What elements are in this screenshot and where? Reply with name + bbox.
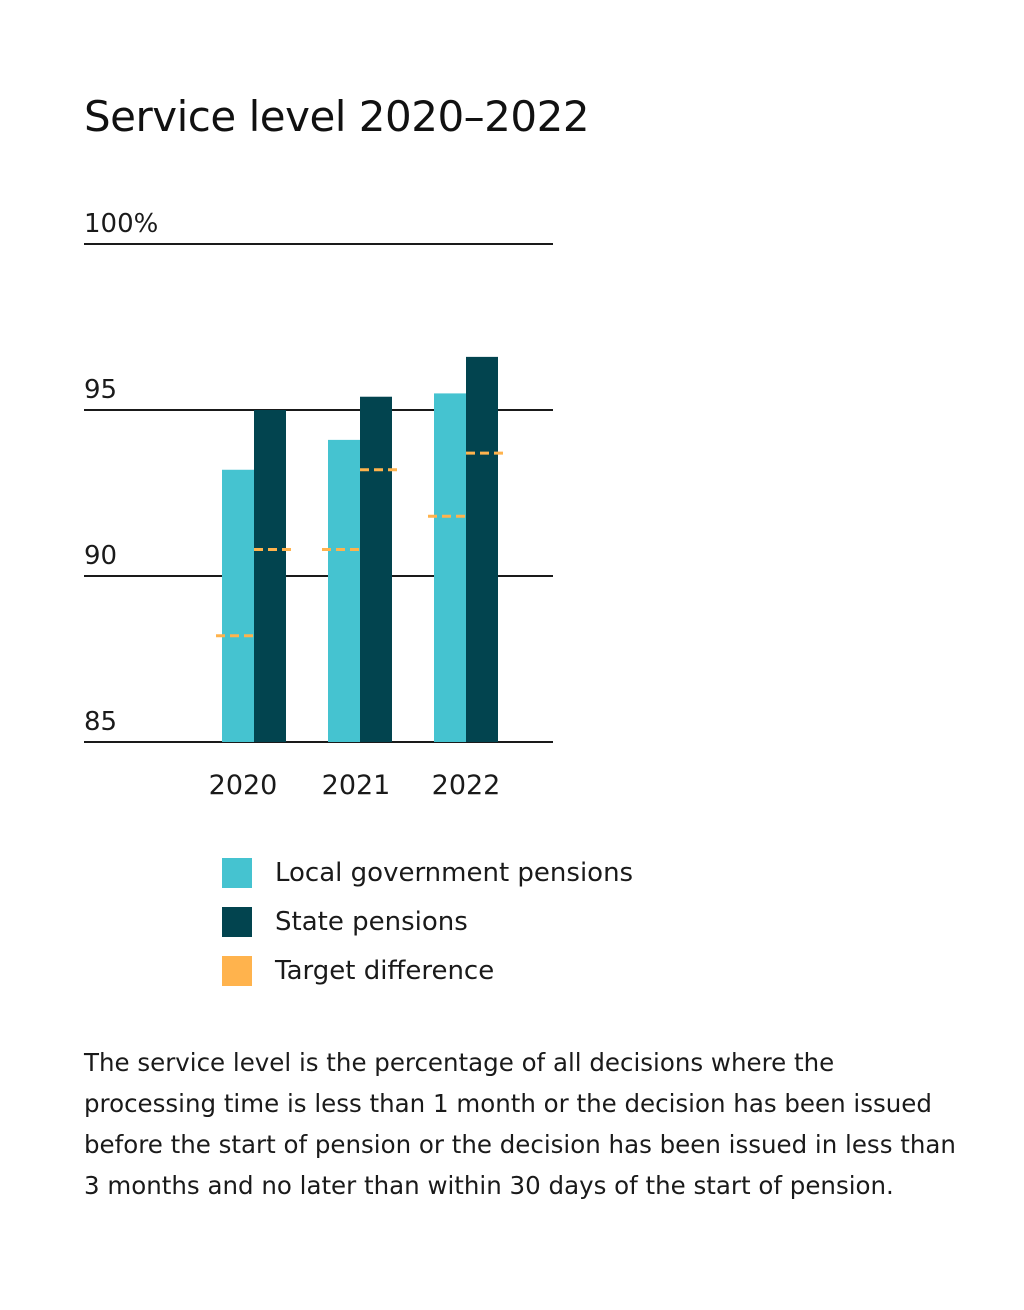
footnote: The service level is the percentage of a… (84, 1048, 956, 1200)
legend-label-local: Local government pensions (275, 857, 634, 888)
legend: Local government pensions State pensions… (222, 848, 633, 995)
bar-state-2022 (466, 356, 498, 742)
y-tick-label-95: 95 (84, 375, 117, 405)
legend-item-local: Local government pensions (222, 848, 633, 897)
target-markers (216, 451, 504, 638)
y-tick-label-100: 100% (84, 209, 158, 239)
x-category-label-2021: 2021 (322, 770, 391, 801)
bars (222, 356, 498, 742)
legend-swatch-state (222, 906, 252, 937)
y-tick-labels: 100% 95 90 85 (84, 209, 158, 737)
legend-label-target: Target difference (275, 955, 495, 986)
legend-item-state: State pensions (222, 897, 633, 946)
x-category-label-2020: 2020 (209, 770, 278, 801)
legend-label-state: State pensions (275, 906, 468, 937)
chart-title: Service level 2020–2022 (84, 92, 590, 141)
bar-local-2021 (328, 439, 360, 742)
y-tick-label-90: 90 (84, 541, 117, 571)
x-category-labels: 2020 2021 2022 (209, 770, 501, 801)
bar-local-2022 (434, 393, 466, 742)
bar-state-2020 (254, 410, 286, 742)
bar-chart: 100% 95 90 85 2020 2021 2022 (84, 209, 553, 801)
bar-local-2020 (222, 469, 254, 742)
legend-item-target: Target difference (222, 946, 633, 995)
x-category-label-2022: 2022 (432, 770, 501, 801)
legend-swatch-local (222, 857, 252, 888)
bar-state-2021 (360, 396, 392, 742)
legend-swatch-target (222, 955, 252, 986)
y-tick-label-85: 85 (84, 707, 117, 737)
